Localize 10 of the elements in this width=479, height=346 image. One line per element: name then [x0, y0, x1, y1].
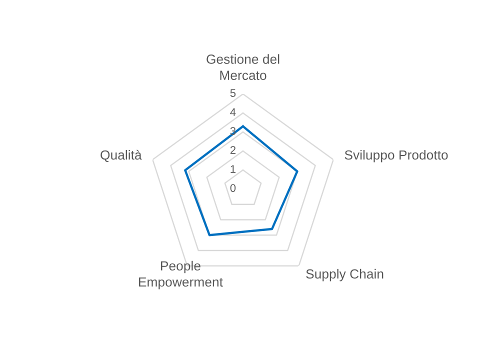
y-tick-label: 0	[230, 184, 236, 192]
y-tick-label: 4	[230, 108, 236, 116]
spoke-label: Gestione del Mercato	[206, 54, 280, 80]
spoke-label: Qualità	[100, 150, 142, 162]
y-tick-label: 2	[230, 146, 236, 154]
y-tick-label: 1	[230, 165, 236, 173]
spoke-label: Sviluppo Prodotto	[344, 150, 448, 162]
spoke-label: People Empowerment	[139, 260, 223, 290]
y-tick-label: 5	[230, 89, 236, 97]
spoke-label: Supply Chain	[306, 268, 384, 282]
